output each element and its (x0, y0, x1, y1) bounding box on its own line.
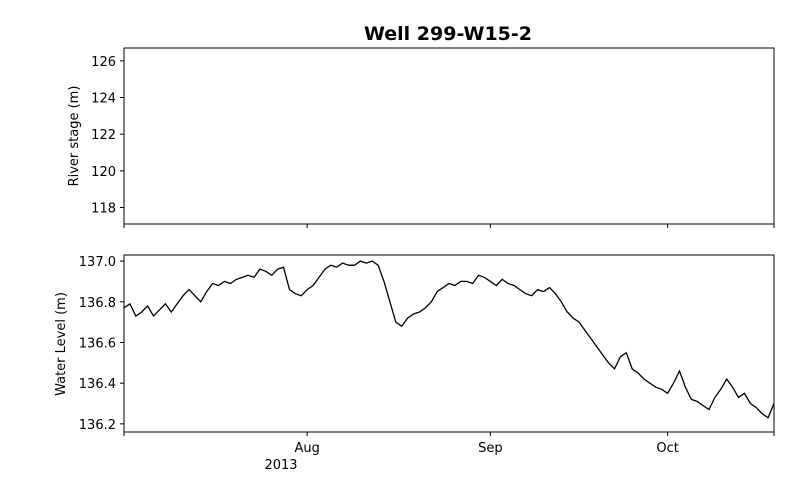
river-stage-y-axis-label: River stage (m) (67, 86, 82, 187)
water-level-plot-frame (123, 254, 775, 433)
chart-title: Well 299-W15-2 (364, 23, 532, 45)
water-level-y-tick-label: 136.2 (79, 418, 116, 433)
river-stage-y-tick-label: 122 (91, 128, 116, 143)
x-axis-year-label: 2013 (264, 458, 297, 473)
water-level-x-ticks: Aug Sep Oct (123, 432, 775, 456)
river-stage-y-tick-label: 118 (91, 202, 116, 217)
river-stage-y-ticks: 118 120 122 124 126 (91, 55, 124, 217)
water-level-x-tick-label: Aug (294, 441, 319, 456)
river-stage-y-tick-label: 126 (91, 55, 116, 70)
water-level-y-tick-label: 136.8 (79, 296, 116, 311)
water-level-y-tick-label: 136.4 (79, 377, 116, 392)
water-level-series-line (123, 260, 775, 419)
water-level-y-tick-label: 137.0 (79, 255, 116, 270)
river-stage-x-ticks (123, 224, 775, 228)
river-stage-y-tick-label: 124 (91, 92, 116, 107)
water-level-y-tick-label: 136.6 (79, 336, 116, 351)
river-stage-y-tick-label: 120 (91, 165, 116, 180)
river-stage-plot-frame (123, 47, 775, 225)
water-level-y-ticks: 136.2 136.4 136.6 136.8 137.0 (79, 255, 124, 433)
water-level-x-tick-label: Oct (656, 441, 678, 456)
water-level-panel: 136.2 136.4 136.6 136.8 137.0 Aug Sep Oct Wate… (54, 254, 775, 473)
water-level-y-axis-label: Water Level (m) (54, 292, 69, 396)
water-level-x-tick-label: Sep (478, 441, 503, 456)
river-stage-panel: 118 120 122 124 126 River stage (m) (67, 47, 775, 228)
